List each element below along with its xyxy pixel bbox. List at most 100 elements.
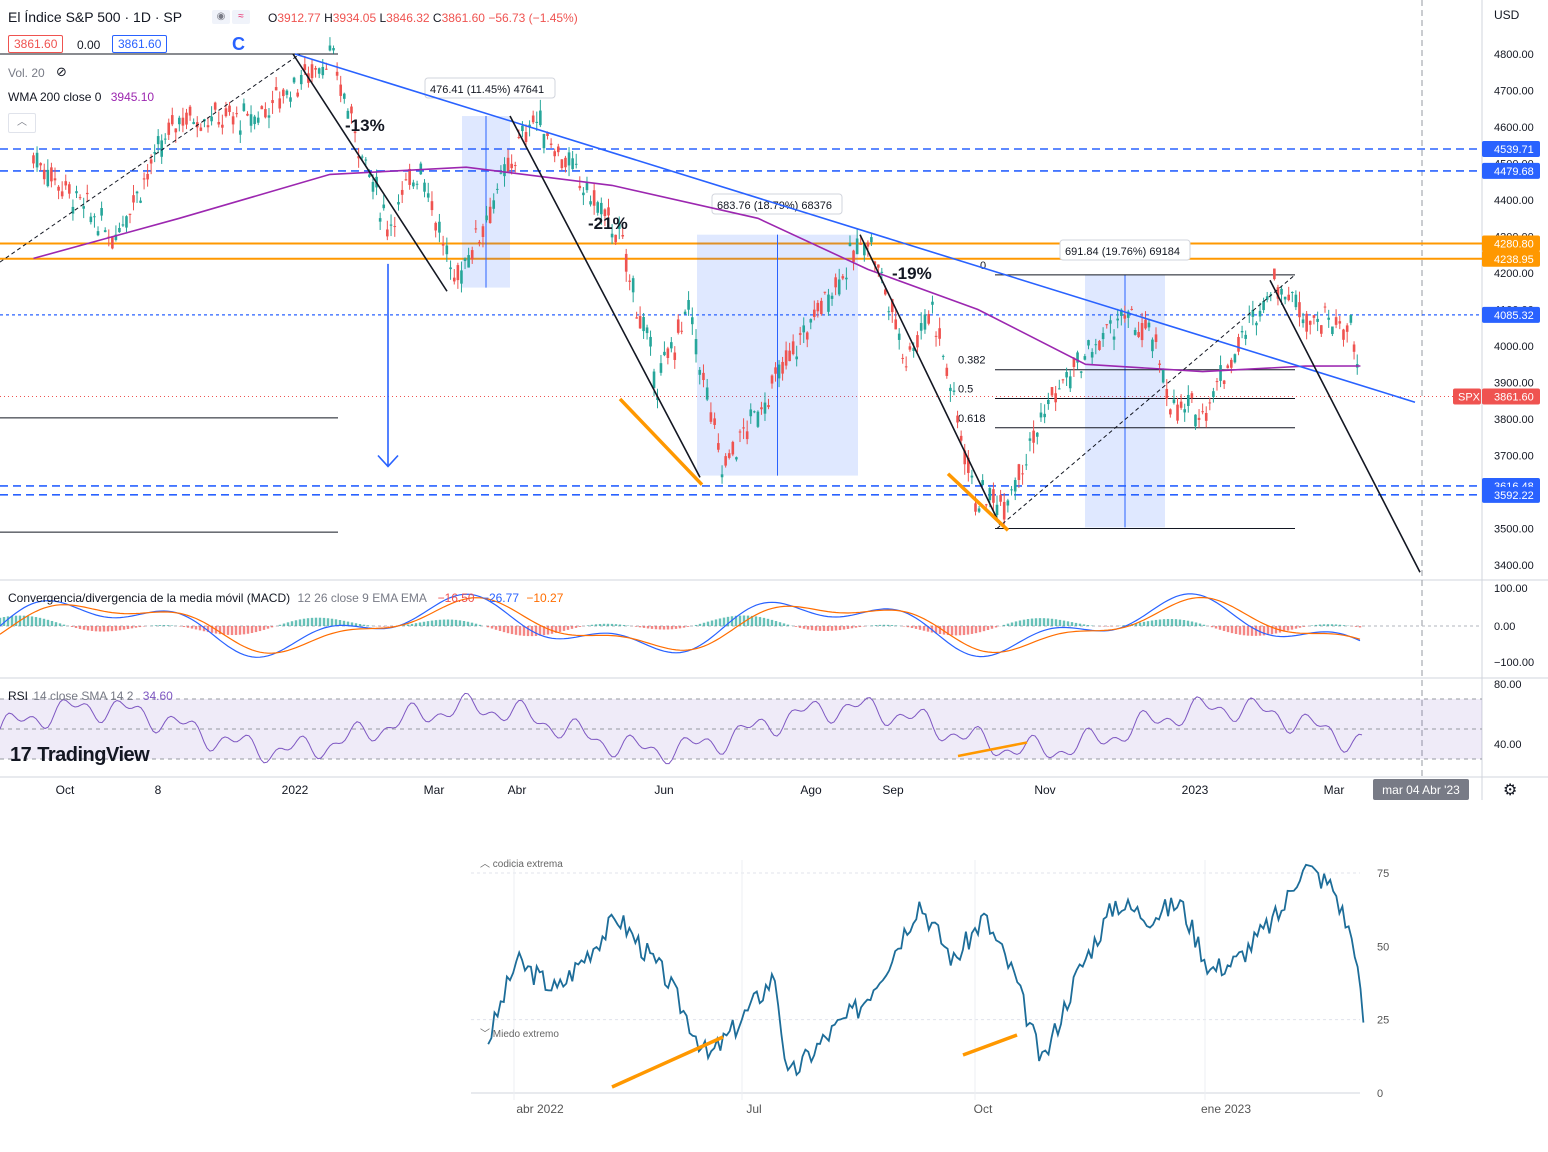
macd-histogram-bar (979, 626, 981, 632)
macd-histogram-bar (307, 618, 309, 626)
macd-histogram-bar (239, 626, 241, 635)
candle-body (1216, 381, 1219, 382)
fg-orange-divergence (963, 1035, 1017, 1055)
candle-body (757, 412, 760, 427)
candle-body (225, 108, 228, 116)
candle-body (695, 339, 698, 354)
macd-histogram-bar (991, 626, 993, 629)
collapse-chevron-icon[interactable]: ︿ (8, 113, 36, 133)
candle-body (1007, 500, 1010, 505)
fg-tick-label: 0 (1377, 1088, 1383, 1100)
time-tick-label: Oct (56, 783, 75, 797)
candle-body (628, 281, 631, 282)
rsi-tick-label: 40.00 (1494, 739, 1522, 751)
candle-body (136, 192, 139, 194)
macd-histogram-bar (639, 626, 641, 627)
macd-histogram-bar (975, 626, 977, 633)
candle-body (1102, 333, 1105, 339)
candle-body (1237, 337, 1240, 352)
macd-histogram-bar (1275, 626, 1277, 633)
candle-body (901, 358, 904, 359)
percent-drop-label: -13% (345, 116, 385, 135)
candle-body (1040, 413, 1043, 418)
settings-gear-icon[interactable]: ⚙ (1503, 780, 1517, 800)
bid-box[interactable]: 3861.60 (8, 35, 63, 53)
candle-body (838, 279, 841, 294)
measure-label: 691.84 (19.76%) 69184 (1065, 246, 1180, 258)
candle-body (653, 372, 656, 389)
candle-body (500, 173, 503, 174)
candle-body (343, 94, 346, 99)
macd-histogram-bar (1051, 619, 1053, 626)
candle-body (856, 238, 859, 254)
macd-histogram-bar (35, 617, 37, 626)
symbol-title: El Índice S&P 500 · 1D · SP (8, 9, 182, 25)
macd-histogram-bar (1195, 622, 1197, 626)
macd-histogram-bar (107, 626, 109, 631)
macd-histogram-bar (695, 625, 697, 626)
macd-histogram-bar (827, 626, 829, 631)
macd-histogram-bar (1247, 626, 1249, 636)
candle-body (382, 205, 385, 209)
macd-histogram-bar (887, 625, 889, 626)
candle-body (746, 431, 749, 439)
candle-body (492, 200, 495, 208)
candle-body (82, 206, 85, 209)
candle-body (1280, 289, 1283, 295)
candle-body (1244, 335, 1247, 339)
compare-icon[interactable]: ≈ (232, 10, 250, 24)
candle-body (442, 244, 445, 246)
candle-body (667, 348, 670, 358)
low-value: 3846.32 (386, 11, 429, 25)
wma-name: WMA 200 close 0 (8, 90, 101, 104)
candle-body (1091, 352, 1094, 358)
candle-body (1309, 321, 1312, 325)
candle-body (992, 489, 995, 503)
macd-histogram-bar (471, 623, 473, 626)
candle-body (1069, 376, 1072, 388)
macd-histogram-bar (423, 622, 425, 626)
candle-body (1065, 372, 1068, 377)
macd-histogram-bar (479, 625, 481, 626)
macd-histogram-bar (123, 626, 125, 630)
macd-histogram-bar (235, 626, 237, 635)
time-tick-label: 8 (155, 783, 162, 797)
ask-box[interactable]: 3861.60 (112, 35, 167, 53)
macd-histogram-bar (299, 619, 301, 626)
hide-eye-icon[interactable]: ⊘ (56, 64, 67, 80)
candle-body (200, 128, 203, 131)
candle-body (971, 476, 974, 478)
candle-body (64, 181, 67, 185)
macd-histogram-bar (327, 618, 329, 626)
macd-histogram-bar (411, 624, 413, 626)
candle-body (942, 356, 945, 357)
candle-body (1029, 438, 1032, 440)
candle-body (1291, 292, 1294, 293)
price-tick-label: 4400.00 (1494, 195, 1534, 207)
macd-histogram-bar (267, 626, 269, 629)
time-tick-label: Mar (424, 783, 445, 797)
candle-body (1331, 326, 1334, 334)
candle-body (639, 316, 642, 328)
candle-body (111, 236, 114, 248)
currency-label[interactable]: USD (1494, 8, 1519, 22)
eye-icon[interactable]: ◉ (212, 10, 230, 24)
macd-histogram-bar (83, 626, 85, 630)
candle-body (282, 90, 285, 96)
macd-histogram-bar (855, 626, 857, 628)
candle-body (1234, 354, 1237, 362)
macd-histogram-bar (1291, 626, 1293, 630)
macd-tick-label: 0.00 (1494, 621, 1515, 633)
candle-body (742, 427, 745, 428)
candle-body (1327, 318, 1330, 320)
candle-body (710, 412, 713, 422)
candle-body (859, 244, 862, 245)
macd-histogram-bar (715, 619, 717, 626)
macd-histogram-bar (1031, 619, 1033, 626)
candle-body (887, 311, 890, 312)
fg-greed-label: ︿ codicia extrema (480, 859, 563, 870)
price-tick-label: 3700.00 (1494, 451, 1534, 463)
candle-body (635, 317, 638, 318)
macd-histogram-bar (851, 626, 853, 628)
price-tick-label: 4600.00 (1494, 122, 1534, 134)
